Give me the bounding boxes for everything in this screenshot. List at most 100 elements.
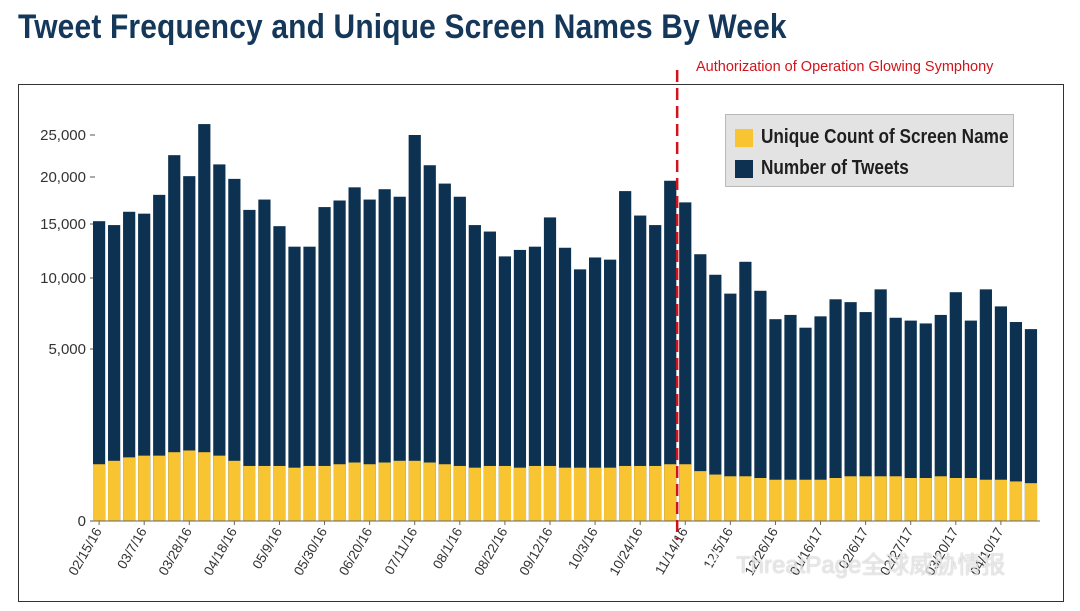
tweets-bar [348, 187, 361, 521]
unique-bar [483, 465, 496, 521]
unique-bar [844, 476, 857, 521]
tweets-bar [213, 164, 226, 521]
x-tick-label: 05/9/16 [250, 525, 286, 572]
unique-bar [679, 464, 692, 521]
tweets-bar [739, 261, 752, 521]
unique-bar [318, 465, 331, 521]
unique-bar [108, 460, 121, 521]
legend-label-tweets: Number of Tweets [761, 157, 909, 179]
unique-bar [573, 467, 587, 521]
legend-item-tweets: Number of Tweets [735, 153, 1013, 184]
tweets-bar [634, 215, 647, 522]
annotation-label: Authorization of Operation Glowing Symph… [696, 59, 994, 75]
legend-item-unique: Unique Count of Screen Name [735, 122, 1013, 153]
x-tick-label: 10/24/16 [607, 525, 646, 578]
unique-bar [558, 467, 572, 521]
tweets-bar [468, 225, 481, 521]
unique-bar [333, 464, 346, 521]
tweets-bar [543, 217, 557, 522]
unique-bar [423, 462, 436, 521]
unique-bar [588, 467, 602, 521]
unique-bar [814, 479, 827, 521]
unique-bar [1024, 483, 1038, 521]
tweets-bar [318, 207, 331, 521]
watermark: ThreatPage全球威胁情报 [700, 545, 1005, 580]
tweets-bar [754, 290, 767, 521]
tweets-bar [1009, 322, 1023, 521]
unique-bar [964, 478, 977, 521]
unique-bar [498, 465, 512, 521]
tweets-bar [994, 306, 1007, 521]
tweets-bar [363, 199, 376, 521]
unique-bar [634, 465, 647, 521]
tweets-bar [1024, 329, 1038, 521]
tweets-bar [408, 135, 421, 521]
unique-bar [273, 465, 286, 521]
unique-bar [859, 476, 872, 521]
unique-bar [378, 462, 391, 521]
tweets-bar [288, 246, 301, 521]
tweets-bar [934, 314, 947, 521]
unique-bar [799, 479, 812, 521]
tweets-bar [709, 274, 722, 521]
unique-bar [1009, 481, 1023, 521]
x-tick-label: 09/12/16 [516, 525, 555, 578]
unique-bar [619, 465, 632, 521]
tweets-bar [108, 225, 121, 521]
legend-swatch-tweets [735, 159, 753, 178]
unique-bar [994, 479, 1007, 521]
tweets-bar [829, 299, 842, 521]
tweets-bar [273, 226, 286, 521]
tweets-bar [423, 165, 436, 522]
unique-bar [979, 479, 992, 521]
unique-bar [93, 464, 106, 521]
tweets-bar [198, 124, 211, 521]
unique-bar [438, 464, 451, 521]
chart-title: Tweet Frequency and Unique Screen Names … [18, 8, 787, 46]
unique-bar [363, 464, 376, 521]
unique-bar [123, 457, 136, 521]
tweets-bar [183, 176, 196, 521]
unique-bar [138, 455, 151, 521]
tweets-bar [904, 320, 917, 521]
legend-label-unique: Unique Count of Screen Name [761, 126, 1009, 148]
tweets-bar [153, 194, 166, 522]
unique-bar [949, 478, 962, 521]
unique-bar [303, 465, 316, 521]
tweets-bar [664, 180, 677, 521]
chart-frame [18, 84, 1064, 602]
x-tick-label: 10/3/16 [565, 525, 601, 572]
tweets-bar [303, 246, 316, 521]
tweets-bar [573, 269, 587, 521]
unique-bar [769, 479, 782, 521]
x-tick-label: 06/20/16 [336, 525, 375, 578]
legend-swatch-unique [735, 128, 753, 147]
unique-bar [213, 455, 226, 521]
tweets-bar [93, 221, 106, 521]
unique-bar [153, 455, 166, 521]
x-tick-label: 05/30/16 [291, 525, 330, 578]
unique-bar [604, 467, 617, 521]
tweets-bar [378, 189, 391, 521]
x-tick-label: 02/15/16 [65, 525, 104, 578]
tweets-bar [679, 202, 692, 521]
bars [93, 124, 1038, 522]
tweets-bar [393, 196, 406, 522]
tweets-bar [649, 225, 662, 521]
tweets-bar [724, 293, 737, 521]
tweets-bar [513, 249, 527, 522]
unique-bar [348, 462, 361, 521]
tweets-bar [859, 312, 872, 521]
tweets-bar [243, 209, 256, 521]
unique-bar [168, 452, 181, 521]
tweets-bar [619, 191, 632, 521]
x-tick-label: 08/1/16 [430, 525, 466, 572]
x-tick-label: 11/14/16 [652, 525, 691, 577]
x-tick-label: 07/11/16 [382, 525, 421, 577]
tweets-bar [979, 289, 992, 521]
watermark-text: ThreatPage全球威胁情报 [736, 552, 1006, 579]
tweets-bar [604, 259, 617, 521]
tweets-bar [694, 254, 707, 522]
unique-bar [468, 467, 481, 521]
